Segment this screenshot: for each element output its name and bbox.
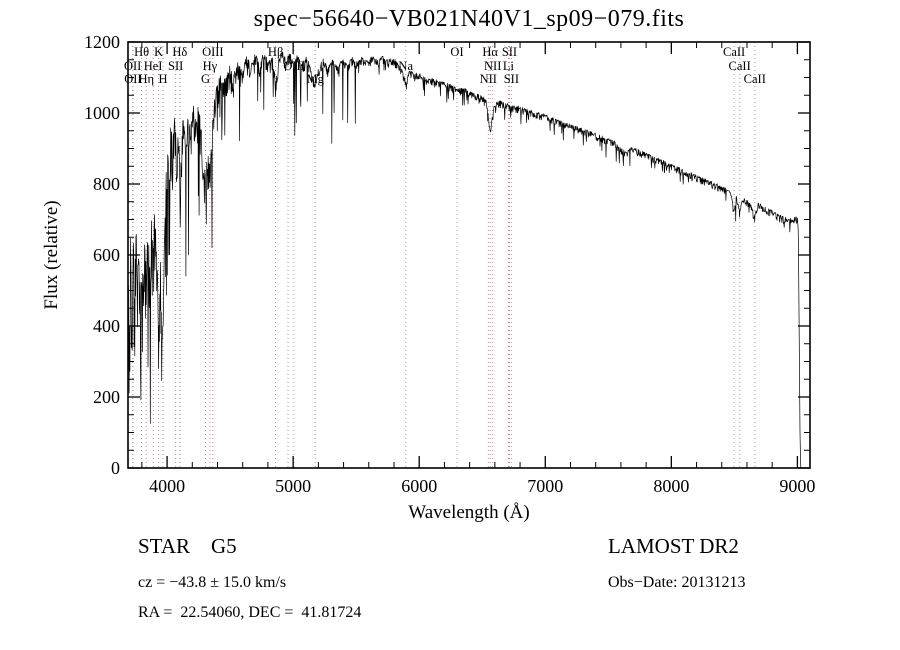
spectral-line-label-OIII: OIII (202, 45, 224, 59)
y-tick-label: 600 (93, 245, 120, 265)
spectral-line-label-Hβ: Hβ (267, 45, 284, 59)
spectral-line-label-CaII: CaII (743, 72, 766, 86)
x-tick-label: 9000 (779, 476, 815, 496)
x-tick-label: 5000 (275, 476, 311, 496)
spectral-line-label-Hγ: Hγ (202, 58, 218, 73)
spectral-line-label-Na: Na (398, 58, 413, 73)
spectrum-curve (127, 51, 802, 468)
spectral-line-label-Hα: Hα (482, 45, 498, 59)
spectral-line-label-SII: SII (503, 72, 519, 86)
spectral-line-label-OII: OII (124, 72, 142, 86)
ra-dec: RA = 22.54060, DEC = 41.81724 (138, 604, 362, 621)
spectral-line-label-NII: NII (484, 58, 502, 73)
object-class-label: STAR G5 (138, 534, 237, 558)
x-axis-label: Wavelength (Å) (408, 502, 530, 523)
y-tick-label: 1000 (84, 103, 120, 123)
spectral-line-label-H: H (158, 72, 168, 86)
y-tick-label: 200 (93, 387, 120, 407)
spectral-line-label-OI: OI (450, 45, 464, 59)
spectral-line-label-HeI: HeI (143, 58, 163, 73)
spectral-line-label-SII: SII (168, 58, 184, 73)
spectral-line-label-Li: Li (502, 58, 515, 73)
spectral-line-label-Hθ: Hθ (134, 45, 150, 59)
spectral-line-label-SII: SII (501, 45, 518, 59)
survey-label: LAMOST DR2 (608, 534, 739, 558)
y-axis-label: Flux (relative) (41, 200, 62, 310)
y-tick-label: 400 (93, 316, 120, 336)
obs-date: Obs−Date: 20131213 (608, 574, 746, 591)
spectral-line-label-CaII: CaII (728, 58, 751, 73)
spectral-line-label-Hδ: Hδ (172, 45, 188, 59)
spectral-line-label-CaII: CaII (723, 45, 746, 59)
y-tick-label: 800 (93, 174, 120, 194)
y-tick-label: 1200 (84, 32, 120, 52)
spectral-line-label-Hη: Hη (138, 72, 155, 86)
x-tick-label: 7000 (527, 476, 563, 496)
cz-value: cz = −43.8 ± 15.0 km/s (138, 574, 287, 591)
spectral-line-label-OII: OII (123, 58, 142, 73)
axes-frame (127, 41, 811, 469)
x-tick-label: 4000 (149, 476, 185, 496)
y-tick-label: 0 (111, 458, 120, 478)
spectral-line-label-OIII: OIII (283, 58, 305, 73)
spectral-line-label-K: K (154, 45, 164, 59)
spectral-line-label-Mg: Mg (306, 72, 324, 86)
x-tick-label: 6000 (401, 476, 437, 496)
spectral-line-label-NII: NII (479, 72, 497, 86)
x-tick-label: 8000 (653, 476, 689, 496)
spectral-line-label-G: G (201, 72, 211, 86)
plot-title: spec−56640−VB021N40V1_sp09−079.fits (253, 6, 685, 32)
